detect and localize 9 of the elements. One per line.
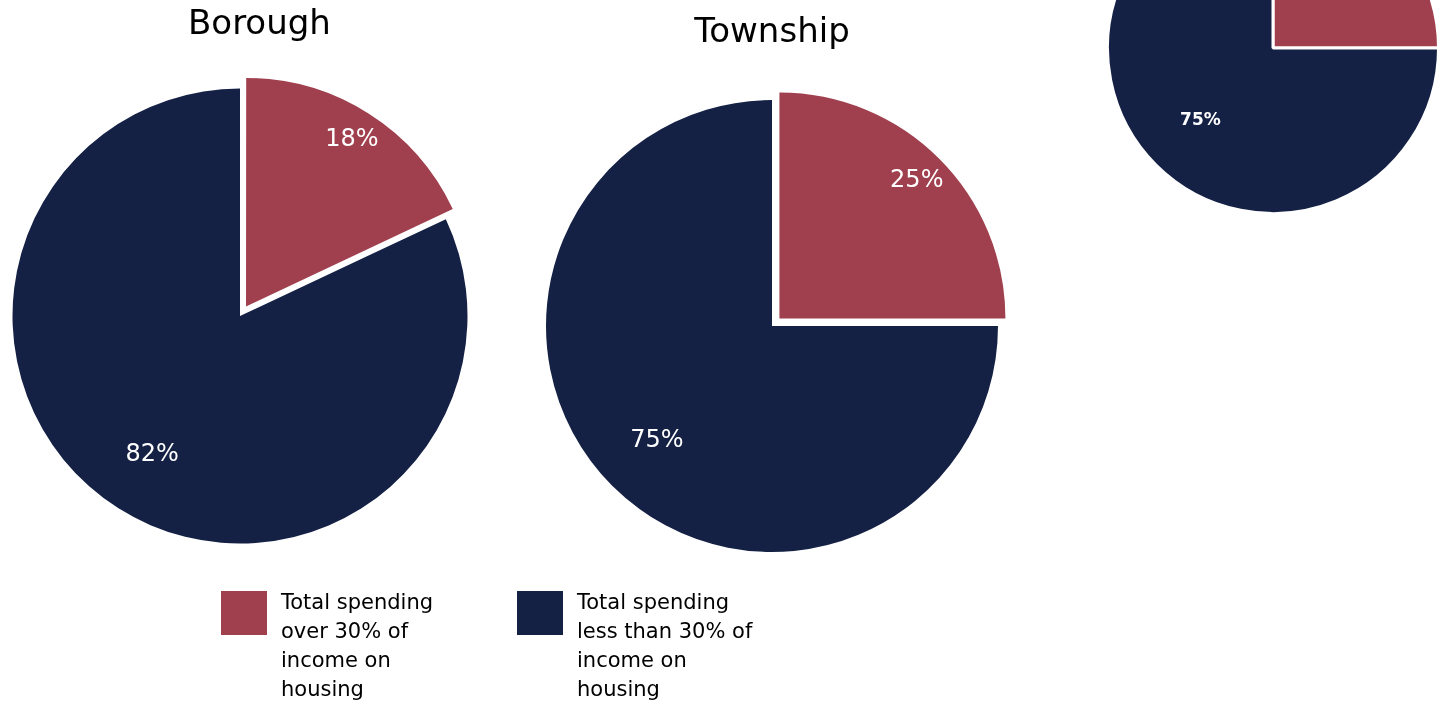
chart-title: Borough [188,2,331,42]
chart-title: Township [694,10,850,50]
data-label: 82% [125,438,179,467]
data-label: 75% [630,425,684,454]
data-label: 25% [890,165,944,194]
data-label: 75% [1180,108,1221,129]
legend-label: Total spending less than 30% of income on housing [577,589,754,703]
legend-label: Total spending over 30% of income on housing [281,589,435,703]
data-label: 18% [325,123,379,152]
